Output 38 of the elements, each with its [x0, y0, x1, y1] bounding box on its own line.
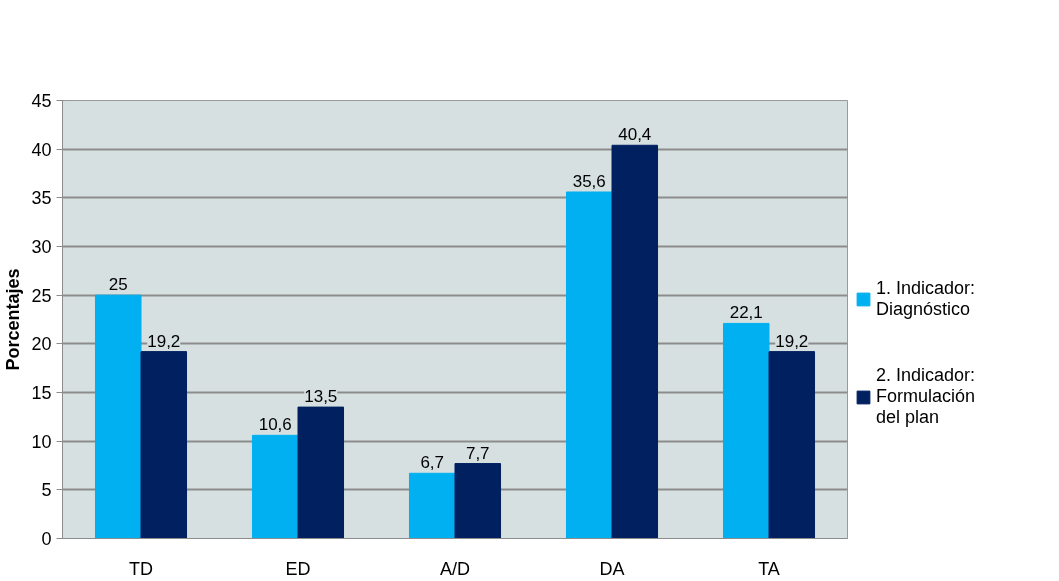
y-tick-label: 20 — [31, 334, 52, 355]
y-tick-label: 45 — [31, 91, 52, 111]
bar — [611, 144, 659, 539]
bar — [94, 294, 142, 539]
y-tick-label: 35 — [31, 188, 52, 209]
data-label: 35,6 — [572, 171, 606, 191]
data-label: 40,4 — [618, 125, 652, 145]
data-label: 19,2 — [147, 331, 181, 351]
data-label: 22,1 — [729, 303, 763, 323]
x-tick-label: ED — [285, 558, 311, 579]
x-tick-label: TD — [129, 558, 153, 579]
legend-label: 1. Indicador: Diagnóstico — [876, 278, 976, 320]
data-label: 19,2 — [775, 331, 809, 351]
y-tick-label: 10 — [31, 431, 52, 452]
y-tick-label: 0 — [41, 529, 52, 549]
y-tick-label: 15 — [31, 383, 52, 403]
legend-label: 2. Indicador: Formulación del plan — [876, 365, 976, 428]
y-tick-label: 5 — [41, 480, 52, 501]
bar — [768, 351, 816, 539]
data-label: 25 — [108, 275, 128, 295]
data-label: 13,5 — [304, 387, 338, 407]
data-label: 6,7 — [420, 453, 445, 473]
data-label: 10,6 — [258, 415, 292, 435]
bar — [140, 351, 188, 539]
x-tick-label: A/D — [440, 558, 471, 579]
bar — [722, 322, 770, 539]
bar — [565, 191, 613, 539]
y-tick-label: 40 — [31, 139, 52, 160]
bar — [297, 406, 345, 539]
y-tick-label: 25 — [31, 285, 52, 306]
bar — [454, 463, 502, 539]
x-tick-label: DA — [599, 558, 625, 579]
y-tick-label: 30 — [31, 237, 52, 257]
data-label: 7,7 — [465, 443, 490, 463]
bar — [408, 472, 456, 539]
x-tick-label: TA — [758, 558, 780, 579]
bar — [251, 434, 299, 539]
y-axis-title: Porcentajes — [3, 268, 24, 371]
